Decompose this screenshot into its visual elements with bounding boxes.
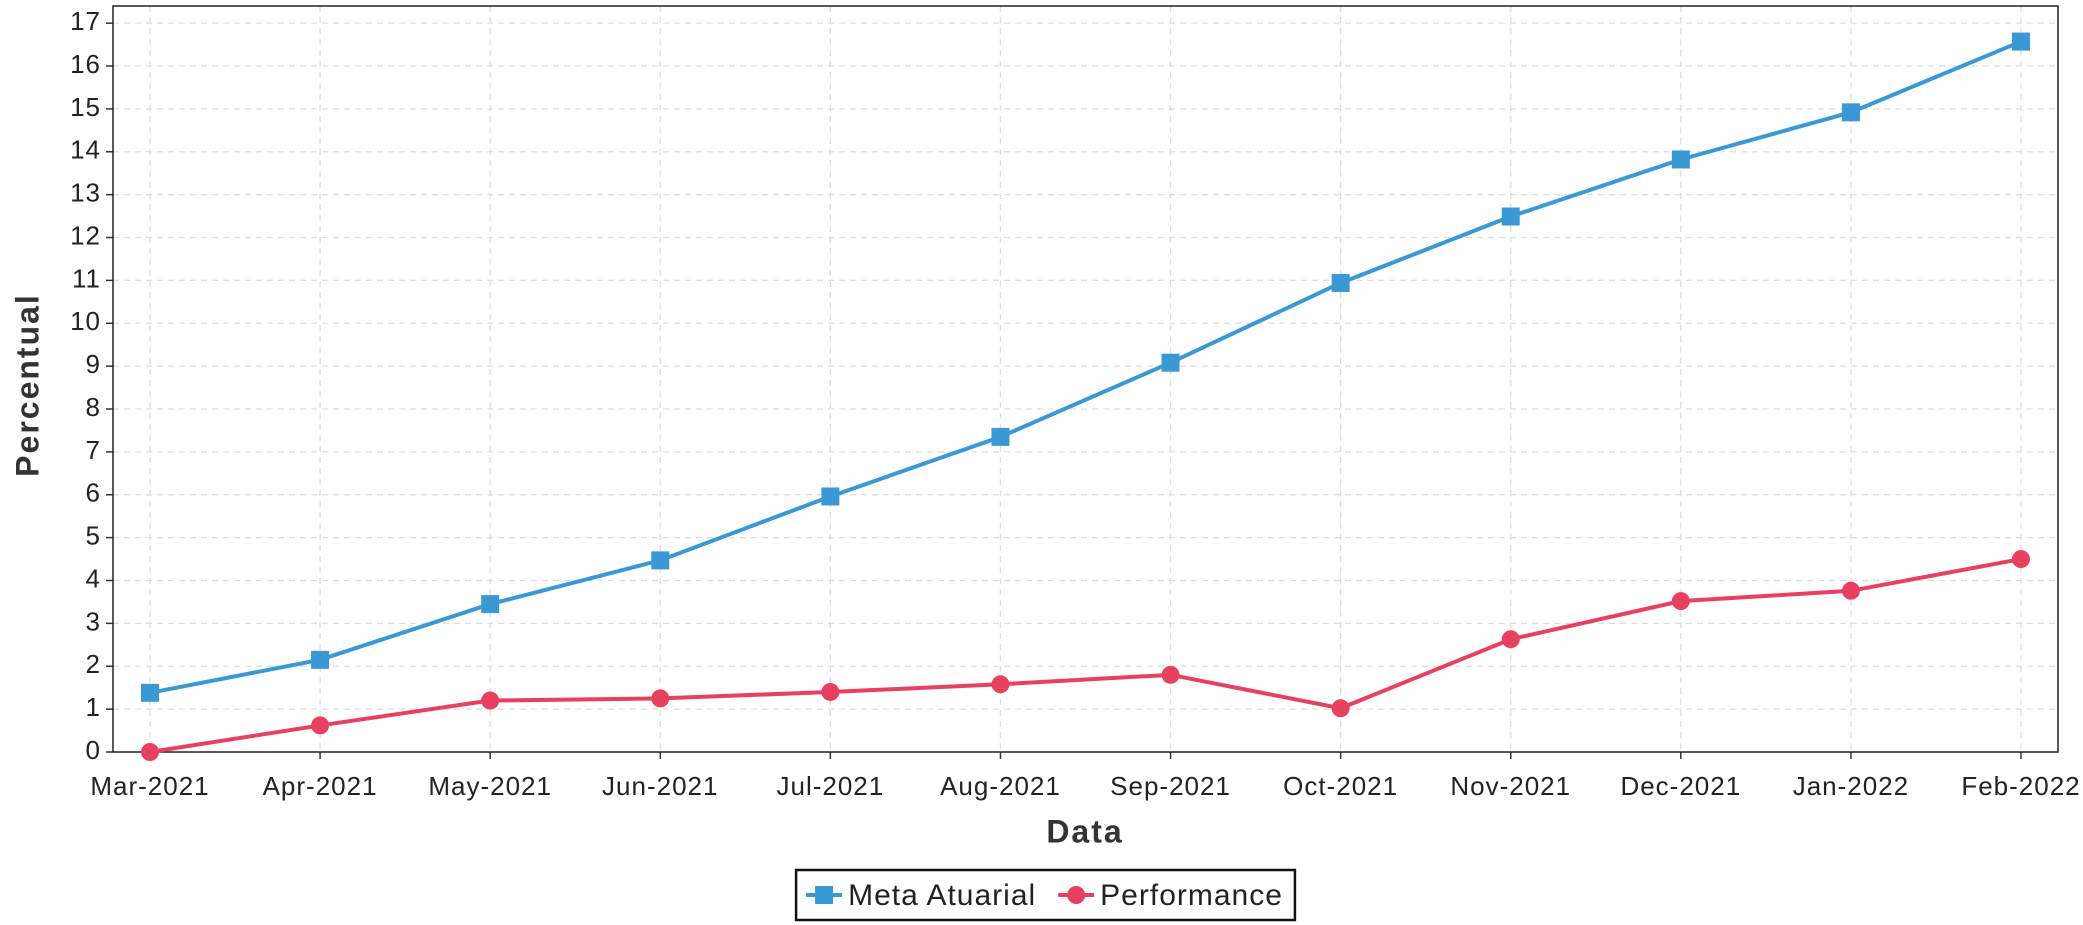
- point: [1161, 353, 1180, 372]
- x-tick-label: Feb-2022: [1961, 771, 2080, 801]
- y-tick-label: 15: [70, 92, 101, 122]
- y-axis-title: Percentual: [9, 293, 45, 477]
- legend-marker: [815, 886, 834, 904]
- point: [821, 682, 840, 701]
- y-tick-label: 16: [70, 49, 101, 79]
- point: [2012, 32, 2030, 51]
- point: [1671, 150, 1690, 169]
- point: [481, 691, 500, 710]
- point: [1671, 592, 1690, 611]
- point: [1331, 699, 1350, 718]
- x-tick-label: Jan-2022: [1793, 771, 1909, 801]
- legend: Meta Atuarial Performance: [794, 868, 1297, 922]
- point: [311, 650, 330, 669]
- legend-box: [794, 868, 1297, 922]
- point: [651, 551, 670, 570]
- y-tick-label: 11: [72, 263, 101, 293]
- point: [2012, 550, 2030, 569]
- x-tick-label: Apr-2021: [263, 771, 378, 801]
- series-line: [149, 39, 2022, 695]
- y-tick-label: 12: [70, 220, 101, 250]
- y-tick-label: 8: [86, 392, 101, 422]
- point: [1841, 103, 1860, 122]
- legend-label: Meta Atuarial: [848, 879, 1036, 912]
- legend-label: Performance: [1100, 879, 1283, 912]
- x-axis-title: Data: [1046, 813, 1123, 849]
- point: [991, 675, 1010, 694]
- plot-frame: [112, 5, 2059, 753]
- y-tick-label: 0: [86, 735, 101, 765]
- x-tick-label: Sep-2021: [1110, 771, 1231, 801]
- point: [1161, 665, 1180, 684]
- y-tick-label: 17: [70, 6, 101, 36]
- x-tick-label: Jun-2021: [602, 771, 718, 801]
- x-tick-label: Jul-2021: [776, 771, 884, 801]
- y-tick-label: 5: [86, 521, 101, 551]
- point: [481, 595, 500, 614]
- series-line: [149, 557, 2022, 754]
- point: [1841, 581, 1860, 600]
- x-tick-label: Mar-2021: [90, 771, 209, 801]
- y-tick-label: 4: [86, 563, 101, 593]
- point: [651, 689, 670, 708]
- point: [141, 743, 159, 761]
- x-tick-label: May-2021: [428, 771, 552, 801]
- y-tick-label: 6: [86, 478, 101, 508]
- point: [141, 683, 159, 702]
- point: [311, 716, 330, 735]
- y-tick-label: 14: [70, 135, 101, 165]
- point: [821, 487, 840, 506]
- legend-marker: [1067, 886, 1086, 904]
- point: [1501, 630, 1520, 649]
- point: [991, 427, 1010, 446]
- y-tick-label: 1: [86, 692, 101, 722]
- x-tick-label: Oct-2021: [1283, 771, 1398, 801]
- x-tick-label: Nov-2021: [1450, 771, 1571, 801]
- point: [1331, 273, 1350, 292]
- point: [1501, 207, 1520, 226]
- y-tick-label: 3: [86, 606, 101, 636]
- y-tick-label: 7: [86, 435, 101, 465]
- y-tick-label: 2: [86, 649, 101, 679]
- x-tick-label: Dec-2021: [1620, 771, 1741, 801]
- x-tick-label: Aug-2021: [940, 771, 1061, 801]
- y-tick-label: 13: [70, 178, 101, 208]
- y-tick-label: 10: [70, 306, 101, 336]
- y-tick-label: 9: [86, 349, 101, 379]
